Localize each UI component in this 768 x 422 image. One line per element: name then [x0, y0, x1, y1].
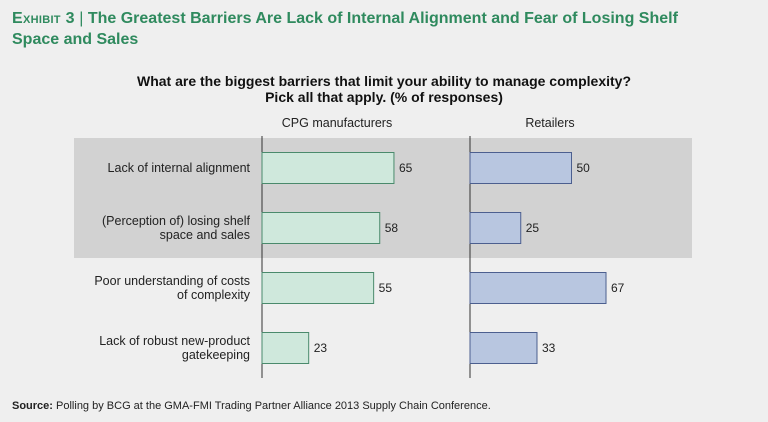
source-label: Source: — [12, 400, 53, 412]
bar-cpg — [261, 332, 310, 364]
value-label-cpg: 58 — [385, 221, 399, 235]
source-text: Polling by BCG at the GMA-FMI Trading Pa… — [56, 400, 491, 412]
category-label: (Perception of) losing shelf space and sa… — [102, 214, 251, 242]
value-label-retailers: 67 — [611, 281, 625, 295]
question-line2: Pick all that apply. (% of responses) — [265, 89, 503, 105]
panel-header-cpg: CPG manufacturers — [281, 116, 393, 130]
chart-question: What are the biggest barriers that limit… — [0, 73, 768, 105]
bar-retailers — [469, 152, 572, 184]
source-note: Source: Polling by BCG at the GMA-FMI Tr… — [12, 400, 491, 412]
value-label-cpg: 55 — [379, 281, 393, 295]
bar-retailers — [469, 272, 607, 304]
bar-retailers — [469, 212, 522, 244]
bar-retailers — [469, 332, 538, 364]
category-label: Poor understanding of costs of complexity — [94, 274, 250, 302]
exhibit-label: Exhibit 3 — [12, 10, 75, 27]
value-label-retailers: 33 — [542, 341, 556, 355]
value-label-retailers: 25 — [526, 221, 540, 235]
exhibit-title-line1: The Greatest Barriers Are Lack of Intern… — [87, 10, 678, 27]
question-line1: What are the biggest barriers that limit… — [137, 73, 631, 89]
exhibit-title-line2: Space and Sales — [12, 31, 139, 48]
category-label: Lack of robust new-product gatekeeping — [99, 334, 250, 362]
bar-cpg — [261, 212, 381, 244]
bar-cpg — [261, 152, 395, 184]
value-label-retailers: 50 — [577, 161, 591, 175]
exhibit-title: Exhibit 3 | The Greatest Barriers Are La… — [12, 8, 752, 50]
value-label-cpg: 65 — [399, 161, 413, 175]
category-label: Lack of internal alignment — [108, 161, 251, 175]
bar-cpg — [261, 272, 375, 304]
value-label-cpg: 23 — [314, 341, 328, 355]
title-separator: | — [79, 10, 84, 27]
panel-header-retailers: Retailers — [525, 116, 575, 130]
